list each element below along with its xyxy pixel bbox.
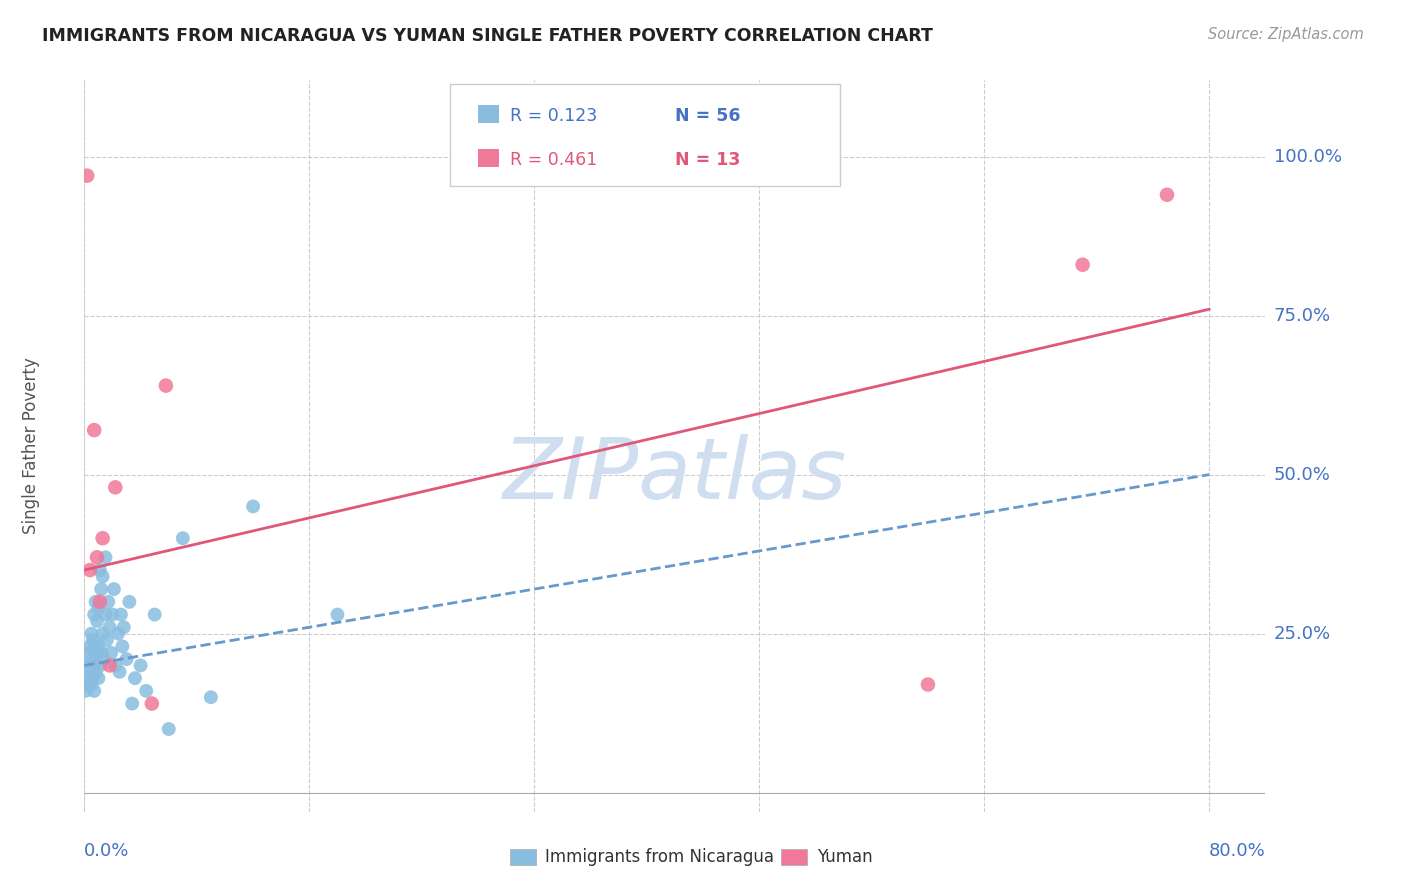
Point bbox=[77, 646, 100, 660]
Point bbox=[118, 595, 141, 609]
Point bbox=[82, 671, 104, 685]
Point bbox=[76, 169, 98, 183]
FancyBboxPatch shape bbox=[478, 105, 499, 123]
Point bbox=[90, 582, 112, 596]
Text: Source: ZipAtlas.com: Source: ZipAtlas.com bbox=[1208, 27, 1364, 42]
Text: 0.0%: 0.0% bbox=[84, 842, 129, 860]
Point bbox=[112, 620, 135, 634]
FancyBboxPatch shape bbox=[782, 849, 807, 865]
Text: 100.0%: 100.0% bbox=[1274, 147, 1341, 166]
Text: Single Father Poverty: Single Father Poverty bbox=[22, 358, 41, 534]
Text: Yuman: Yuman bbox=[817, 848, 872, 866]
Point bbox=[172, 531, 194, 545]
Point bbox=[111, 640, 134, 654]
Point bbox=[115, 652, 138, 666]
Point bbox=[143, 607, 166, 622]
Point bbox=[89, 563, 111, 577]
Point bbox=[87, 601, 110, 615]
Point bbox=[121, 697, 143, 711]
Point bbox=[91, 531, 114, 545]
Point bbox=[89, 658, 111, 673]
Point bbox=[76, 677, 98, 691]
Point bbox=[79, 640, 101, 654]
Point bbox=[157, 722, 180, 736]
Point bbox=[91, 626, 114, 640]
Point bbox=[79, 665, 101, 679]
Point bbox=[93, 652, 115, 666]
Text: ZIPatlas: ZIPatlas bbox=[503, 434, 846, 516]
FancyBboxPatch shape bbox=[478, 149, 499, 167]
Point bbox=[75, 684, 97, 698]
Text: Immigrants from Nicaragua: Immigrants from Nicaragua bbox=[546, 848, 773, 866]
Point bbox=[80, 677, 103, 691]
Point bbox=[103, 582, 125, 596]
Point bbox=[76, 658, 98, 673]
Point bbox=[141, 697, 163, 711]
Point bbox=[124, 671, 146, 685]
Point bbox=[97, 595, 120, 609]
Point bbox=[86, 614, 108, 628]
Point bbox=[89, 595, 111, 609]
Point bbox=[94, 607, 117, 622]
Point bbox=[84, 595, 107, 609]
Point bbox=[91, 569, 114, 583]
Point bbox=[135, 684, 157, 698]
Point bbox=[86, 646, 108, 660]
Point bbox=[84, 665, 107, 679]
Point bbox=[84, 640, 107, 654]
Point bbox=[83, 423, 105, 437]
Point bbox=[90, 646, 112, 660]
Text: 75.0%: 75.0% bbox=[1274, 307, 1331, 325]
Point bbox=[1156, 187, 1178, 202]
Point bbox=[129, 658, 152, 673]
Text: R = 0.123: R = 0.123 bbox=[509, 107, 596, 125]
Point bbox=[242, 500, 264, 514]
Point bbox=[86, 550, 108, 565]
Text: N = 56: N = 56 bbox=[675, 107, 741, 125]
Point bbox=[83, 684, 105, 698]
Point bbox=[104, 480, 127, 494]
FancyBboxPatch shape bbox=[450, 84, 841, 186]
Text: 25.0%: 25.0% bbox=[1274, 624, 1331, 642]
Point bbox=[1071, 258, 1094, 272]
Point bbox=[80, 626, 103, 640]
Point bbox=[110, 607, 132, 622]
Point bbox=[100, 646, 122, 660]
Point bbox=[98, 658, 121, 673]
Text: IMMIGRANTS FROM NICARAGUA VS YUMAN SINGLE FATHER POVERTY CORRELATION CHART: IMMIGRANTS FROM NICARAGUA VS YUMAN SINGL… bbox=[42, 27, 934, 45]
Point bbox=[83, 658, 105, 673]
Point bbox=[200, 690, 222, 705]
Text: 80.0%: 80.0% bbox=[1209, 842, 1265, 860]
Point bbox=[77, 671, 100, 685]
Text: R = 0.461: R = 0.461 bbox=[509, 151, 596, 169]
Point bbox=[87, 671, 110, 685]
Point bbox=[79, 563, 101, 577]
Point bbox=[80, 652, 103, 666]
Point bbox=[101, 607, 124, 622]
Text: 50.0%: 50.0% bbox=[1274, 466, 1330, 483]
Point bbox=[96, 632, 118, 647]
FancyBboxPatch shape bbox=[509, 849, 536, 865]
Point bbox=[82, 632, 104, 647]
Point bbox=[917, 677, 939, 691]
Point bbox=[326, 607, 349, 622]
Point bbox=[94, 550, 117, 565]
Point bbox=[107, 626, 129, 640]
Text: N = 13: N = 13 bbox=[675, 151, 740, 169]
Point bbox=[87, 640, 110, 654]
Point bbox=[104, 658, 127, 673]
Point bbox=[98, 620, 121, 634]
Point bbox=[83, 607, 105, 622]
Point bbox=[108, 665, 131, 679]
Point bbox=[155, 378, 177, 392]
